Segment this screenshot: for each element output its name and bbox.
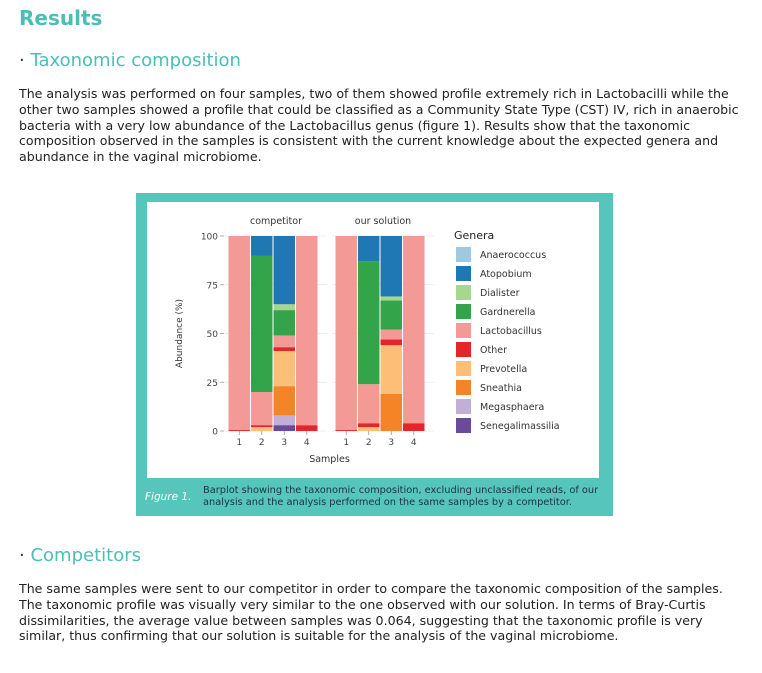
legend-label: Anaerococcus xyxy=(480,250,546,261)
legend-swatch-dialister xyxy=(456,285,471,300)
bar-segment-lactobacillus xyxy=(380,329,402,340)
bar-segment-other xyxy=(273,347,295,352)
taxonomic-barplot: 0 25 50 75 100 Abundance (%) competitor 1 2 3 4 our… xyxy=(175,216,560,465)
bar-segment-prevotella xyxy=(380,345,402,394)
bar-segment-other xyxy=(358,423,380,428)
bar-segment-prevotella xyxy=(273,351,295,387)
bar-segment-megasphaera xyxy=(273,415,295,426)
legend-label: Sneathia xyxy=(480,383,522,394)
bar-segment-senegalimassilia xyxy=(273,425,295,431)
panel-title: our solution xyxy=(355,216,411,227)
bar-segment-dialister xyxy=(380,296,402,301)
legend-swatch-other xyxy=(456,342,471,357)
x-tick-label: 4 xyxy=(411,438,417,448)
bar-segment-sneathia xyxy=(380,393,402,431)
bar-segment-prevotella xyxy=(358,427,380,431)
legend-label: Prevotella xyxy=(480,364,527,375)
bar-segment-gardnerella xyxy=(358,261,380,385)
legend-swatch-senegalimassilia xyxy=(456,418,471,433)
bar-segment-atopobium xyxy=(251,236,273,256)
bar-segment-sneathia xyxy=(273,386,295,416)
y-tick-label: 50 xyxy=(207,330,219,340)
bar-segment-lactobacillus xyxy=(273,335,295,348)
bar-segment-other xyxy=(228,430,250,431)
x-tick-label: 4 xyxy=(304,438,310,448)
legend-swatch-anaerococcus xyxy=(456,247,471,262)
section-heading-text: Competitors xyxy=(30,545,141,566)
figure-caption: Barplot showing the taxonomic compositio… xyxy=(203,485,599,508)
x-tick-label: 2 xyxy=(259,438,265,448)
legend-title: Genera xyxy=(454,229,494,242)
bar-segment-other xyxy=(251,425,273,428)
legend-label: Gardnerella xyxy=(480,307,535,318)
x-tick-label: 3 xyxy=(388,438,394,448)
bar-segment-atopobium xyxy=(358,236,380,262)
bar-segment-prevotella xyxy=(251,427,273,431)
bar-segment-other xyxy=(403,423,425,431)
bar-segment-dialister xyxy=(273,304,295,311)
bar-segment-lactobacillus xyxy=(228,236,250,431)
x-axis-label: Samples xyxy=(309,454,350,465)
bar-segment-lactobacillus xyxy=(335,236,357,431)
section-heading-competitors: · Competitors xyxy=(19,545,141,566)
y-tick-label: 75 xyxy=(207,281,218,291)
y-tick-label: 25 xyxy=(207,379,218,389)
bar-segment-lactobacillus xyxy=(403,236,425,424)
legend-swatch-atopobium xyxy=(456,266,471,281)
section-heading-text: Taxonomic composition xyxy=(30,50,241,71)
bar-segment-gardnerella xyxy=(273,310,295,336)
bar-segment-other xyxy=(296,425,318,431)
y-axis-label: Abundance (%) xyxy=(175,299,185,368)
page-title: Results xyxy=(19,6,103,30)
bar-segment-lactobacillus xyxy=(358,384,380,424)
bar-segment-gardnerella xyxy=(380,300,402,330)
section-heading-taxonomic: · Taxonomic composition xyxy=(19,50,241,71)
taxonomic-paragraph: The analysis was performed on four sampl… xyxy=(19,86,739,165)
bar-segment-atopobium xyxy=(380,236,402,297)
competitors-paragraph: The same samples were sent to our compet… xyxy=(19,581,723,644)
bar-segment-lactobacillus xyxy=(296,236,318,426)
legend-swatch-sneathia xyxy=(456,380,471,395)
figure-label: Figure 1. xyxy=(145,491,192,503)
bullet: · xyxy=(19,545,25,566)
legend-label: Dialister xyxy=(480,288,520,299)
x-tick-label: 2 xyxy=(366,438,372,448)
legend-label: Lactobacillus xyxy=(480,326,542,337)
legend-swatch-megasphaera xyxy=(456,399,471,414)
bullet: · xyxy=(19,50,25,71)
figure-1: 0 25 50 75 100 Abundance (%) competitor 1 2 3 4 our… xyxy=(136,193,613,516)
bar-segment-lactobacillus xyxy=(251,392,273,426)
legend-label: Megasphaera xyxy=(480,402,544,413)
y-tick-label: 100 xyxy=(201,233,218,243)
x-tick-label: 1 xyxy=(236,438,242,448)
legend-label: Senegalimassilia xyxy=(480,421,560,432)
bar-segment-other xyxy=(335,430,357,431)
legend-swatch-lactobacillus xyxy=(456,323,471,338)
x-tick-label: 1 xyxy=(343,438,349,448)
panel-title: competitor xyxy=(250,216,302,227)
bar-segment-gardnerella xyxy=(251,255,273,392)
y-tick-label: 0 xyxy=(212,428,218,438)
figure-plot-area: 0 25 50 75 100 Abundance (%) competitor 1 2 3 4 our… xyxy=(147,202,599,478)
legend-swatch-gardnerella xyxy=(456,304,471,319)
legend-label: Other xyxy=(480,345,507,356)
legend-swatch-prevotella xyxy=(456,361,471,376)
bar-segment-atopobium xyxy=(273,236,295,305)
bar-segment-other xyxy=(380,339,402,346)
legend-label: Atopobium xyxy=(480,269,532,280)
x-tick-label: 3 xyxy=(281,438,287,448)
